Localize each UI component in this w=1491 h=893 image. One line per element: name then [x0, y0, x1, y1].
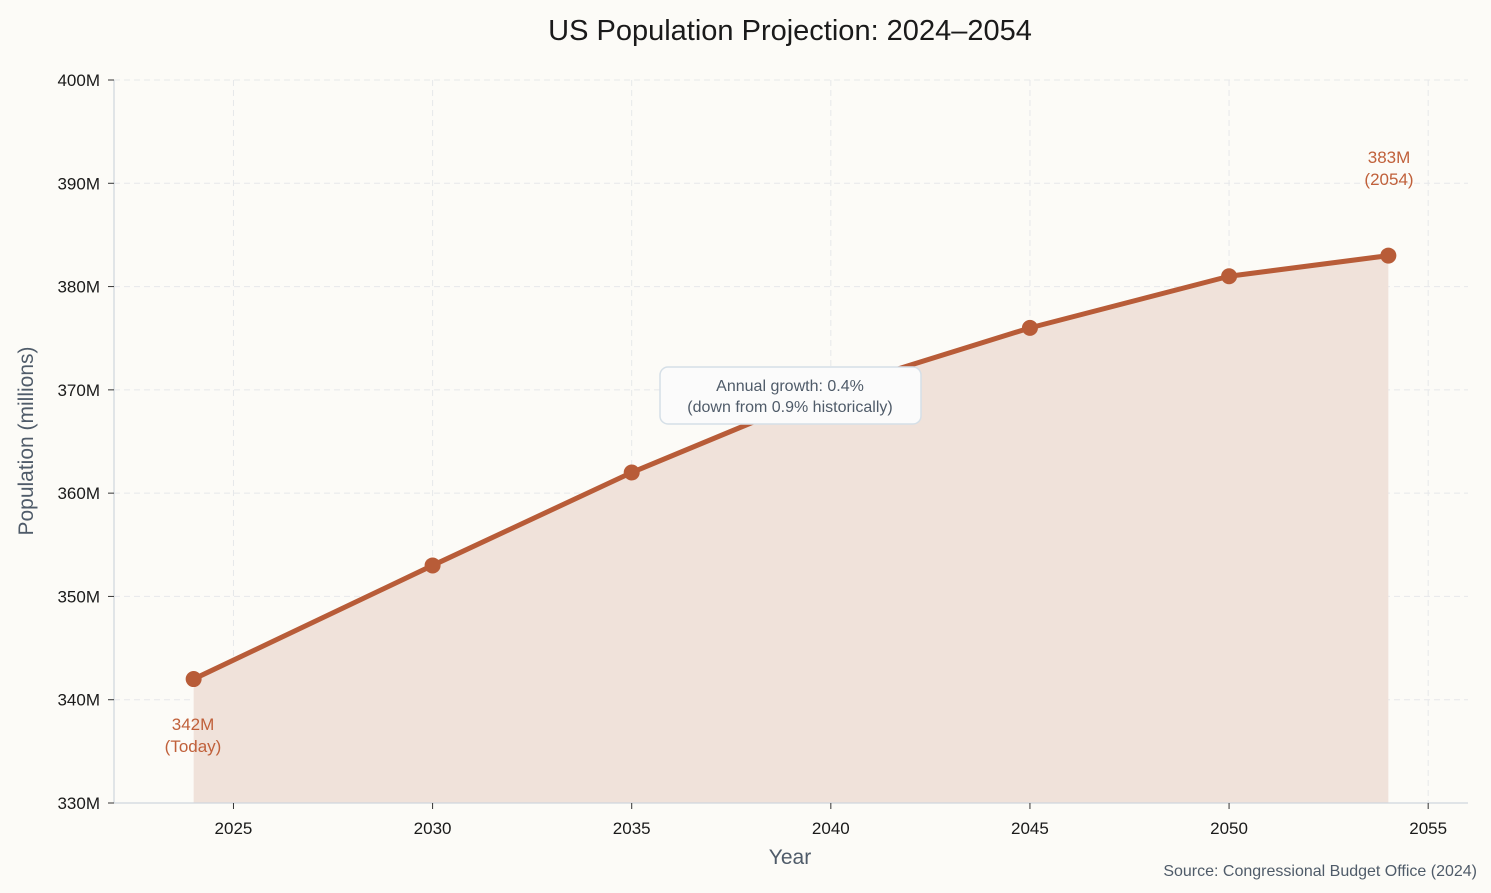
- x-tick-label: 2055: [1409, 819, 1447, 838]
- x-tick-label: 2050: [1210, 819, 1248, 838]
- y-tick-label: 380M: [57, 278, 100, 297]
- x-tick-label: 2035: [613, 819, 651, 838]
- y-tick-label: 350M: [57, 587, 100, 606]
- end-annotation: 383M (2054): [1364, 148, 1413, 189]
- y-tick-label: 390M: [57, 174, 100, 193]
- y-axis-label: Population (millions): [15, 346, 38, 535]
- y-ticks: 330M 340M 350M 360M 370M 380M 390M 400M: [57, 71, 114, 813]
- x-ticks: 2025 2030 2035 2040 2045 2050 2055: [215, 803, 1447, 838]
- y-tick-label: 330M: [57, 794, 100, 813]
- data-point: [185, 671, 202, 688]
- source-note: Source: Congressional Budget Office (202…: [1163, 863, 1477, 880]
- end-annotation-label: (2054): [1364, 170, 1413, 189]
- x-axis-label: Year: [769, 846, 811, 869]
- data-point: [1221, 268, 1238, 285]
- x-tick-label: 2025: [215, 819, 253, 838]
- growth-annotation-line2: (down from 0.9% historically): [687, 399, 892, 416]
- growth-annotation-box: Annual growth: 0.4% (down from 0.9% hist…: [659, 366, 922, 425]
- x-tick-label: 2030: [414, 819, 452, 838]
- start-annotation-label: (Today): [165, 737, 222, 756]
- y-tick-label: 360M: [57, 484, 100, 503]
- data-point: [1021, 319, 1038, 336]
- data-point: [1380, 247, 1397, 264]
- x-tick-label: 2040: [812, 819, 850, 838]
- data-point: [424, 557, 441, 574]
- y-tick-label: 340M: [57, 691, 100, 710]
- x-tick-label: 2045: [1011, 819, 1049, 838]
- y-tick-label: 370M: [57, 381, 100, 400]
- start-annotation-value: 342M: [172, 715, 215, 734]
- growth-annotation-line1: Annual growth: 0.4%: [716, 378, 864, 395]
- chart-title: US Population Projection: 2024–2054: [548, 15, 1032, 47]
- y-tick-label: 400M: [57, 71, 100, 90]
- end-annotation-value: 383M: [1368, 148, 1411, 167]
- start-annotation: 342M (Today): [165, 715, 222, 756]
- data-point: [623, 464, 640, 481]
- area-fill: [193, 255, 1389, 804]
